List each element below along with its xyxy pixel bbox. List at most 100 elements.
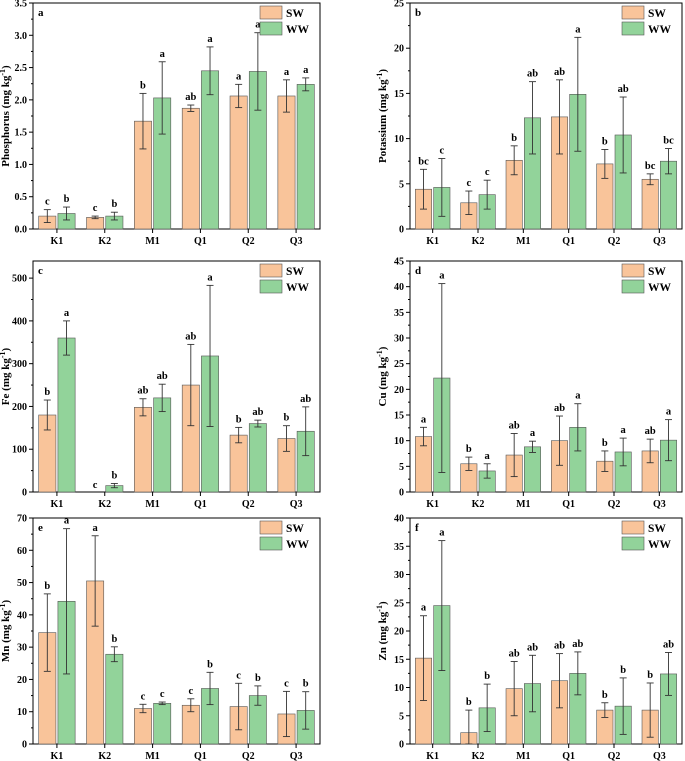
y-tick-label: 40: [394, 282, 404, 293]
y-tick-label: 400: [12, 316, 27, 327]
legend-label-sw: SW: [286, 523, 304, 535]
significance-label: bc: [418, 156, 429, 167]
x-tick-label: Q1: [562, 236, 575, 247]
y-axis-title: Potassium (mg kg-1): [375, 69, 389, 163]
x-tick-label: K1: [51, 751, 64, 761]
y-axis-title-close: ): [377, 69, 389, 73]
y-axis-title-close: ): [0, 65, 12, 69]
significance-label: ab: [527, 642, 538, 653]
x-tick-label: Q3: [290, 499, 303, 510]
legend-swatch-ww: [259, 536, 283, 551]
x-tick-label: M1: [516, 499, 530, 510]
y-axis-title: Phosphorus (mg kg-1): [0, 65, 12, 167]
significance-label: c: [93, 480, 98, 491]
significance-label: b: [284, 413, 290, 424]
significance-label: b: [647, 670, 653, 681]
legend-label-ww: WW: [286, 24, 310, 36]
y-tick-label: 10: [394, 134, 404, 145]
plot-frame: [32, 517, 321, 745]
y-tick-label: 0.0: [15, 225, 28, 236]
y-axis-title-superscript: -1: [375, 73, 384, 80]
significance-label: ab: [300, 394, 311, 405]
significance-label: ab: [527, 69, 538, 80]
legend-label-sw: SW: [648, 8, 666, 20]
plot-frame: [409, 260, 683, 493]
y-axis-title-superscript: -1: [0, 604, 7, 611]
significance-label: ab: [185, 92, 196, 103]
significance-label: a: [421, 603, 427, 614]
x-tick-label: Q2: [608, 751, 621, 761]
significance-label: b: [111, 470, 117, 481]
significance-label: b: [602, 438, 608, 449]
legend-label-sw: SW: [648, 523, 666, 535]
significance-label: a: [64, 308, 70, 319]
x-tick-label: K2: [98, 236, 111, 247]
y-tick-label: 15: [394, 655, 404, 666]
x-tick-label: Q2: [242, 751, 255, 761]
x-tick-label: K1: [51, 499, 64, 510]
significance-label: c: [284, 678, 289, 689]
y-tick-label: 15: [394, 89, 404, 100]
significance-label: b: [207, 659, 213, 670]
y-tick-label: 10: [17, 707, 27, 718]
chart-panel-b: 0510152025K1bccK2ccM1babQ1abaQ2babQ3bcbc…: [375, 0, 683, 247]
bar-ww-q2: [248, 423, 267, 493]
panel-letter: a: [38, 7, 44, 19]
significance-label: b: [64, 194, 70, 205]
y-tick-label: 20: [17, 675, 27, 686]
significance-label: b: [466, 444, 472, 455]
significance-label: b: [466, 697, 472, 708]
y-tick-label: 2.5: [15, 63, 28, 74]
significance-label: ab: [252, 407, 263, 418]
significance-label: a: [284, 67, 290, 78]
y-axis-title-close: ): [0, 600, 12, 604]
x-tick-label: Q3: [653, 499, 666, 510]
x-tick-label: M1: [145, 499, 159, 510]
y-axis-title: Mn (mg kg-1): [0, 600, 12, 663]
y-axis-title: Cu (mg kg-1): [375, 346, 389, 406]
bar-ww-m1: [153, 703, 172, 745]
significance-label: c: [467, 178, 472, 189]
panel-letter: d: [415, 265, 421, 277]
y-tick-label: 20: [394, 44, 404, 55]
y-axis-title-superscript: -1: [0, 351, 7, 358]
y-axis-title-superscript: -1: [0, 69, 7, 76]
panel-letter: c: [38, 265, 43, 277]
legend-label-sw: SW: [286, 266, 304, 278]
panel-letter: b: [415, 7, 421, 19]
y-tick-label: 20: [394, 385, 404, 396]
y-tick-label: 0: [399, 488, 404, 499]
panel-letter: f: [415, 522, 419, 534]
x-tick-label: M1: [516, 236, 530, 247]
panel-letter: e: [38, 522, 43, 534]
bar-sw-m1: [134, 406, 152, 493]
significance-label: a: [160, 49, 166, 60]
significance-label: bc: [645, 161, 656, 172]
y-tick-label: 15: [394, 411, 404, 422]
legend-swatch-ww: [621, 279, 645, 294]
significance-label: ab: [509, 420, 520, 431]
plot-frame: [32, 2, 321, 230]
y-tick-label: 0: [22, 488, 27, 499]
y-tick-label: 2.0: [15, 95, 28, 106]
significance-label: b: [111, 634, 117, 645]
significance-label: ab: [572, 639, 583, 650]
legend-swatch-ww: [621, 21, 645, 36]
significance-label: a: [575, 24, 581, 35]
significance-label: a: [530, 428, 536, 439]
significance-label: b: [511, 133, 517, 144]
significance-label: a: [64, 516, 70, 527]
bar-sw-m1: [134, 708, 152, 745]
x-tick-label: Q3: [653, 751, 666, 761]
significance-label: c: [160, 689, 165, 700]
legend-label-ww: WW: [648, 282, 672, 294]
legend-label-sw: SW: [286, 8, 304, 20]
bar-ww-k2: [105, 653, 124, 745]
y-tick-label: 30: [394, 334, 404, 345]
significance-label: ab: [185, 331, 196, 342]
bar-sw-q2: [229, 434, 248, 493]
legend-swatch-ww: [621, 536, 645, 551]
y-tick-label: 500: [12, 274, 27, 285]
